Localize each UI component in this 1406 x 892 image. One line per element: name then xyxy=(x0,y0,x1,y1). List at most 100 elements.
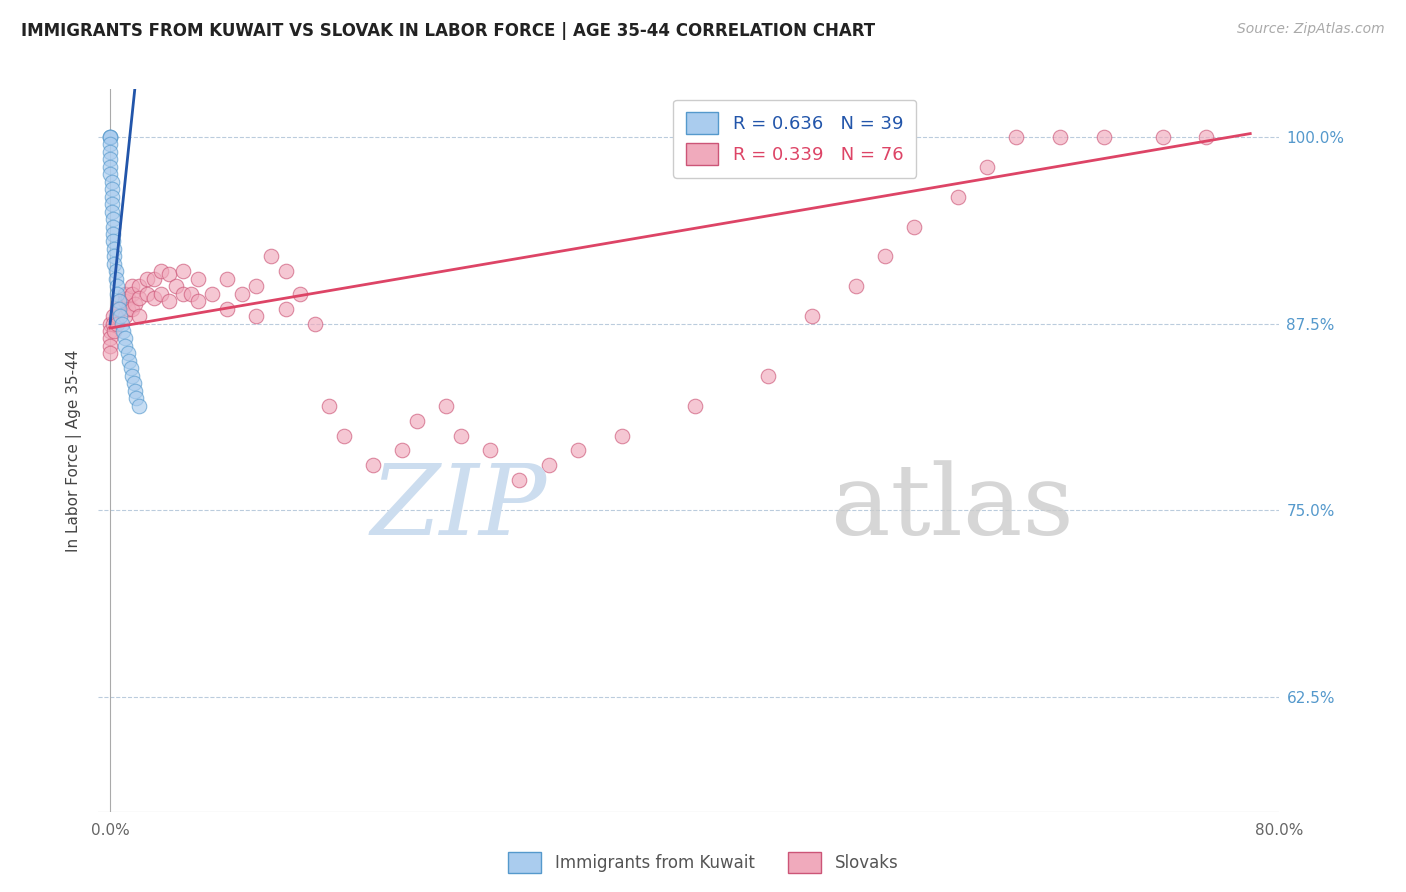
Point xyxy=(101,235,124,249)
Point xyxy=(118,354,141,368)
Point xyxy=(508,473,530,487)
Point xyxy=(114,309,136,323)
Point xyxy=(1092,130,1115,145)
Point xyxy=(873,249,896,263)
Point xyxy=(114,286,136,301)
Point xyxy=(245,279,267,293)
Point xyxy=(103,242,125,256)
Point xyxy=(98,167,121,181)
Point xyxy=(179,286,201,301)
Point xyxy=(201,286,224,301)
Point xyxy=(107,286,129,301)
Point xyxy=(98,137,121,152)
Point xyxy=(110,301,132,316)
Point xyxy=(124,297,146,311)
Point xyxy=(274,264,297,278)
Point xyxy=(187,294,209,309)
Point xyxy=(135,286,157,301)
Point xyxy=(107,279,129,293)
Y-axis label: In Labor Force | Age 35-44: In Labor Force | Age 35-44 xyxy=(66,350,83,551)
Point xyxy=(103,257,125,271)
Point xyxy=(903,219,925,234)
Point xyxy=(100,197,122,211)
Point xyxy=(288,286,311,301)
Point xyxy=(122,376,145,391)
Point xyxy=(100,175,122,189)
Point xyxy=(98,130,121,145)
Point xyxy=(150,264,173,278)
Point xyxy=(172,264,194,278)
Point xyxy=(121,301,143,316)
Point xyxy=(128,309,150,323)
Point xyxy=(215,272,238,286)
Point xyxy=(245,309,267,323)
Point xyxy=(117,301,139,316)
Point xyxy=(157,294,180,309)
Point xyxy=(125,391,148,405)
Point xyxy=(103,249,125,263)
Point xyxy=(120,361,142,376)
Text: ZIP: ZIP xyxy=(371,460,547,556)
Text: Source: ZipAtlas.com: Source: ZipAtlas.com xyxy=(1237,22,1385,37)
Point xyxy=(143,272,166,286)
Point xyxy=(117,346,139,360)
Point xyxy=(98,346,121,360)
Point xyxy=(406,414,429,428)
Point xyxy=(104,264,127,278)
Point xyxy=(150,286,173,301)
Point xyxy=(98,317,121,331)
Point xyxy=(117,291,139,305)
Point xyxy=(215,301,238,316)
Point xyxy=(434,399,457,413)
Point xyxy=(107,317,129,331)
Legend: R = 0.636   N = 39, R = 0.339   N = 76: R = 0.636 N = 39, R = 0.339 N = 76 xyxy=(673,100,917,178)
Point xyxy=(112,324,135,338)
Point xyxy=(143,291,166,305)
Point xyxy=(121,286,143,301)
Point xyxy=(110,309,132,323)
Point xyxy=(683,399,706,413)
Point xyxy=(361,458,384,473)
Point xyxy=(98,339,121,353)
Point xyxy=(135,272,157,286)
Point xyxy=(157,268,180,282)
Text: atlas: atlas xyxy=(831,460,1073,556)
Point xyxy=(1005,130,1028,145)
Text: IMMIGRANTS FROM KUWAIT VS SLOVAK IN LABOR FORCE | AGE 35-44 CORRELATION CHART: IMMIGRANTS FROM KUWAIT VS SLOVAK IN LABO… xyxy=(21,22,875,40)
Point xyxy=(845,279,868,293)
Point xyxy=(103,324,125,338)
Point xyxy=(98,130,121,145)
Point xyxy=(318,399,340,413)
Point xyxy=(1049,130,1071,145)
Point xyxy=(260,249,283,263)
Point xyxy=(274,301,297,316)
Point xyxy=(391,443,413,458)
Point xyxy=(101,219,124,234)
Point xyxy=(1152,130,1174,145)
Point xyxy=(124,384,146,398)
Point xyxy=(101,317,124,331)
Point xyxy=(114,331,136,345)
Point xyxy=(756,368,779,383)
Legend: Immigrants from Kuwait, Slovaks: Immigrants from Kuwait, Slovaks xyxy=(501,846,905,880)
Point xyxy=(187,272,209,286)
Point xyxy=(100,182,122,196)
Point xyxy=(537,458,560,473)
Point xyxy=(800,309,823,323)
Point xyxy=(333,428,356,442)
Point xyxy=(98,145,121,159)
Point xyxy=(114,339,136,353)
Point xyxy=(101,212,124,227)
Point xyxy=(1195,130,1218,145)
Point xyxy=(610,428,633,442)
Point xyxy=(100,189,122,203)
Point xyxy=(98,324,121,338)
Point xyxy=(231,286,253,301)
Point xyxy=(479,443,502,458)
Point xyxy=(114,294,136,309)
Point xyxy=(165,279,187,293)
Point xyxy=(121,368,143,383)
Point xyxy=(107,309,129,323)
Point xyxy=(98,153,121,167)
Point xyxy=(98,331,121,345)
